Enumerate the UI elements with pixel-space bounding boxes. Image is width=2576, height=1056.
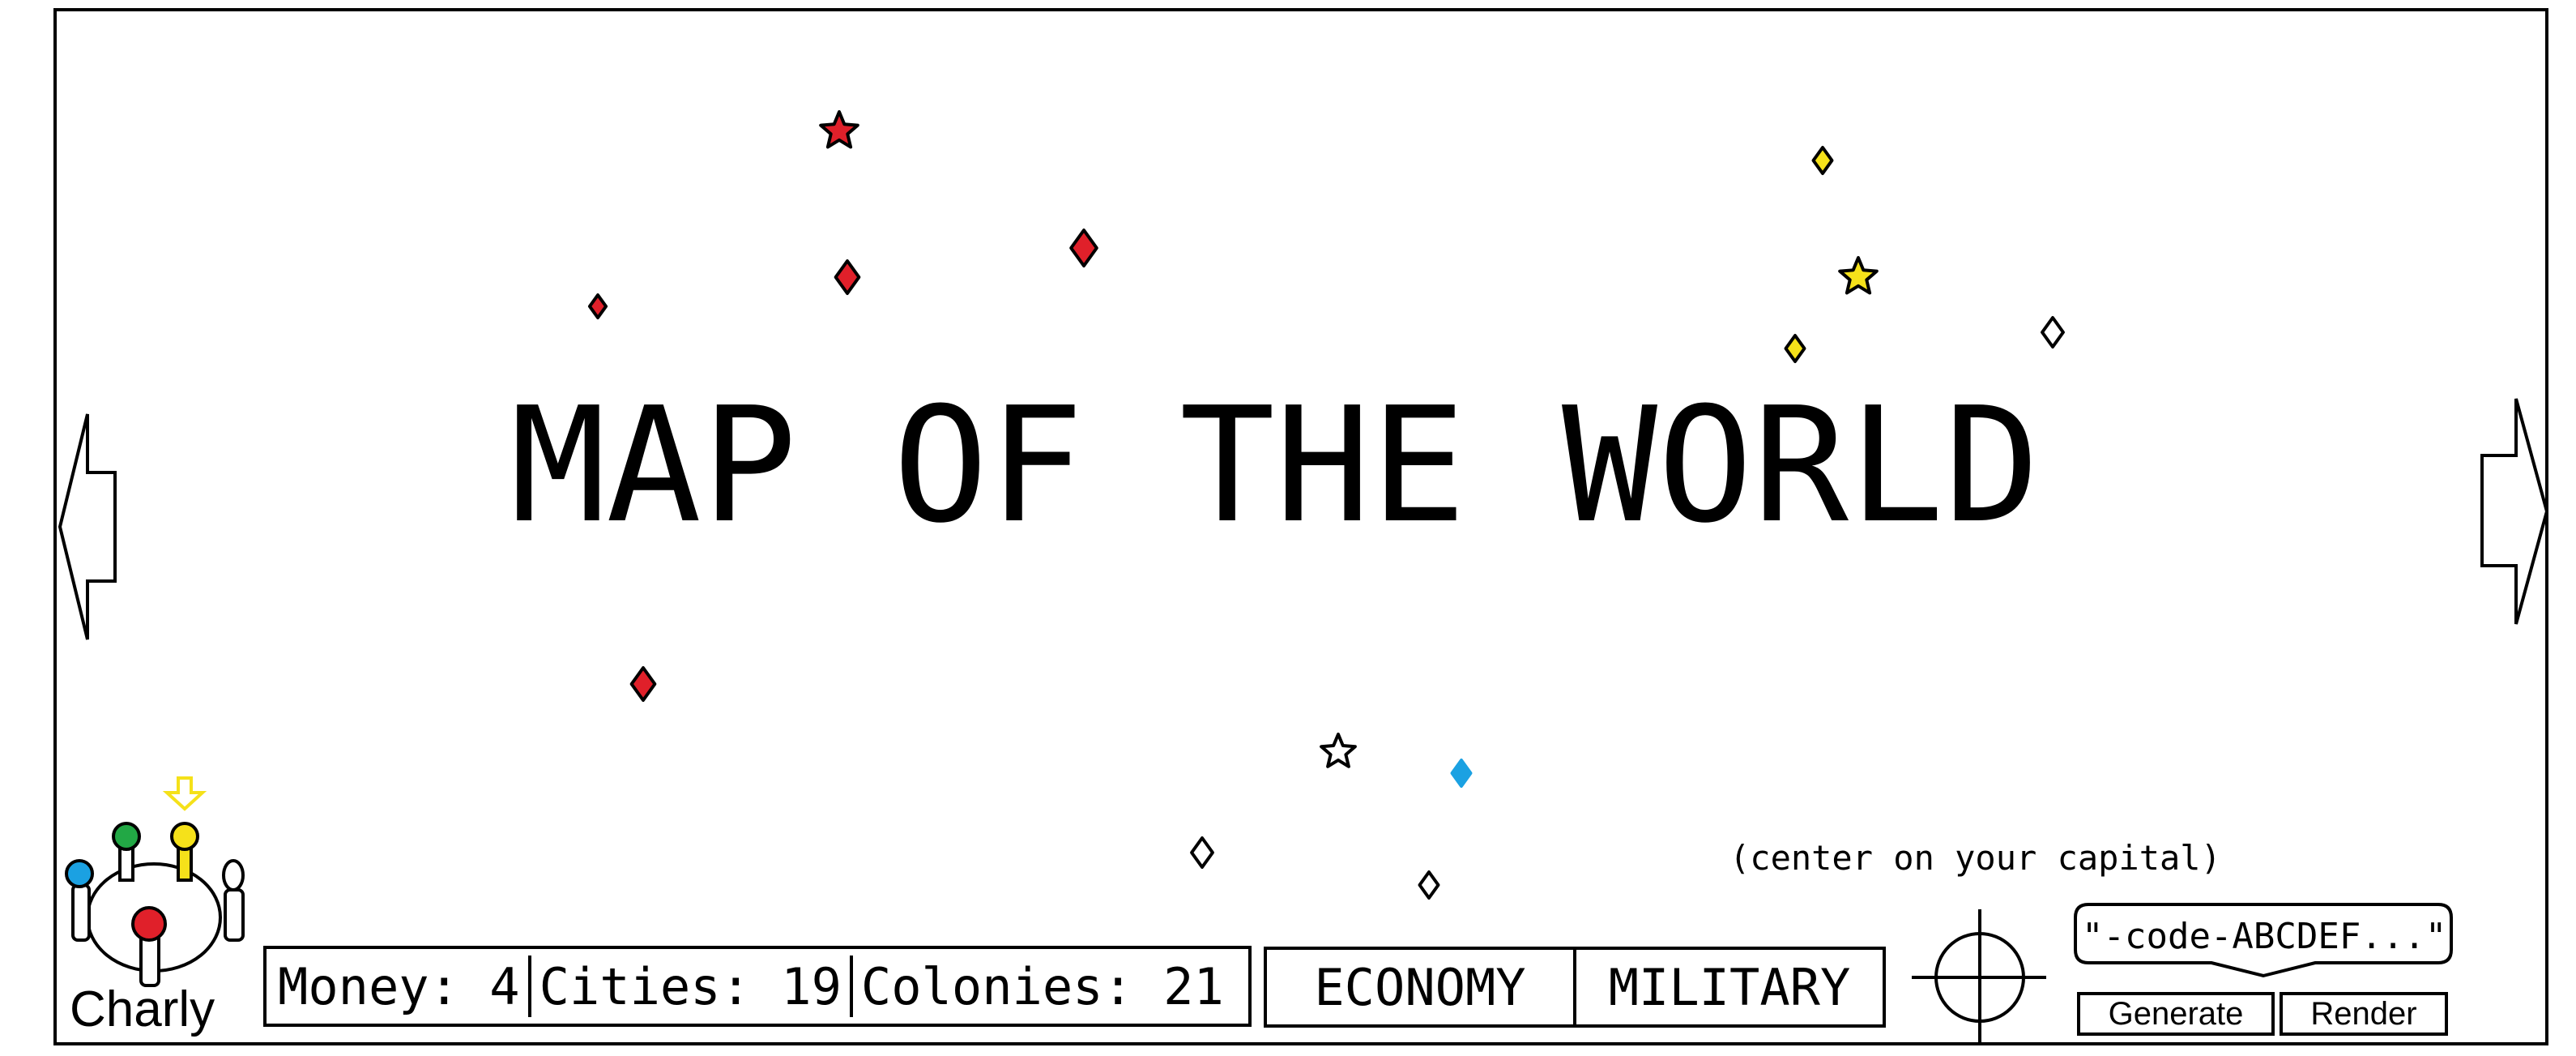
center-hint: (center on your capital)	[1729, 838, 2221, 878]
generate-button[interactable]: Generate	[2077, 992, 2275, 1036]
blue-player-pawn-icon	[65, 859, 94, 888]
game-frame	[53, 8, 2548, 1045]
player-name: Charly	[70, 981, 215, 1037]
yellow-city-diamond-icon[interactable]	[1784, 334, 1806, 363]
yellow-player-pawn-icon	[170, 822, 199, 851]
render-button[interactable]: Render	[2280, 992, 2448, 1036]
code-bubble	[2074, 903, 2453, 978]
white-player-pawn-icon	[222, 859, 245, 891]
current-turn-arrow-icon	[162, 776, 207, 811]
yellow-city-diamond-icon[interactable]	[1811, 146, 1834, 175]
yellow-capital-star-icon[interactable]	[1838, 256, 1879, 295]
next-arrow-icon[interactable]	[2477, 395, 2550, 627]
red-player-pawn-icon	[131, 906, 167, 942]
player-avatar	[65, 776, 245, 987]
view-tabs: ECONOMY MILITARY	[1264, 947, 1886, 1028]
tab-economy[interactable]: ECONOMY	[1314, 957, 1526, 1017]
white-city-diamond-icon[interactable]	[1190, 836, 1214, 869]
red-capital-star-icon[interactable]	[819, 110, 859, 149]
colonies-stat: Colonies: 21	[860, 956, 1224, 1016]
crosshair-icon[interactable]	[1909, 906, 2054, 1045]
green-player-pawn-icon	[112, 822, 141, 851]
stat-divider	[849, 956, 853, 1017]
white-city-diamond-icon[interactable]	[2041, 316, 2065, 348]
cities-stat: Cities: 19	[539, 956, 842, 1016]
white-city-diamond-icon[interactable]	[1418, 870, 1440, 900]
game-code[interactable]: "-code-ABCDEF..."	[2082, 916, 2447, 957]
map-title: MAP OF THE WORLD	[510, 374, 2041, 558]
red-city-diamond-icon[interactable]	[587, 293, 608, 319]
resources-bar: Money: 4 Cities: 19 Colonies: 21	[263, 946, 1252, 1027]
tab-military[interactable]: MILITARY	[1573, 950, 1883, 1024]
white-capital-star-icon[interactable]	[1320, 733, 1357, 768]
previous-arrow-icon[interactable]	[57, 409, 122, 644]
red-city-diamond-icon[interactable]	[629, 666, 657, 702]
blue-city-diamond-icon[interactable]	[1450, 759, 1473, 788]
money-stat: Money: 4	[278, 956, 520, 1016]
red-city-diamond-icon[interactable]	[1069, 229, 1098, 267]
red-city-diamond-icon[interactable]	[834, 259, 861, 295]
stat-divider	[527, 956, 531, 1017]
